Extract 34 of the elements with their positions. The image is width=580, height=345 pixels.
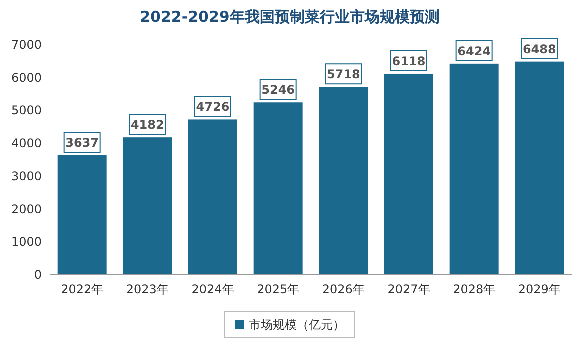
x-tick-label: 2022年 — [61, 282, 104, 297]
bar — [319, 87, 368, 275]
bar — [123, 138, 172, 275]
x-tick-label: 2027年 — [388, 282, 430, 297]
legend-label: 市场规模（亿元） — [249, 318, 345, 332]
y-tick-label: 2000 — [11, 202, 42, 216]
x-tick-label: 2023年 — [126, 282, 169, 297]
y-tick-label: 5000 — [11, 104, 42, 118]
data-label: 4726 — [196, 100, 230, 114]
bar — [188, 120, 238, 275]
data-label: 6488 — [522, 42, 556, 56]
y-tick-label: 1000 — [11, 235, 42, 250]
x-tick-label: 2025年 — [257, 282, 300, 297]
data-label: 6118 — [392, 54, 426, 68]
data-label: 5246 — [262, 83, 296, 98]
data-label: 6424 — [458, 44, 492, 58]
bar — [254, 102, 303, 275]
chart-title: 2022-2029年我国预制菜行业市场规模预测 — [140, 8, 440, 26]
y-tick-label: 3000 — [11, 169, 42, 184]
y-tick-label: 4000 — [11, 136, 42, 151]
y-tick-label: 0 — [34, 268, 42, 282]
data-label: 3637 — [66, 136, 100, 150]
y-tick-label: 6000 — [11, 70, 42, 85]
data-label: 5718 — [326, 68, 360, 82]
x-tick-label: 2026年 — [322, 282, 365, 297]
y-tick-label: 7000 — [11, 38, 42, 52]
data-label: 4182 — [130, 118, 164, 132]
x-tick-label: 2028年 — [453, 282, 496, 297]
x-tick-label: 2029年 — [518, 282, 561, 297]
bar — [450, 64, 499, 275]
bar — [515, 62, 564, 275]
x-tick-label: 2024年 — [192, 282, 234, 297]
bar — [58, 156, 107, 275]
bar — [384, 74, 434, 275]
